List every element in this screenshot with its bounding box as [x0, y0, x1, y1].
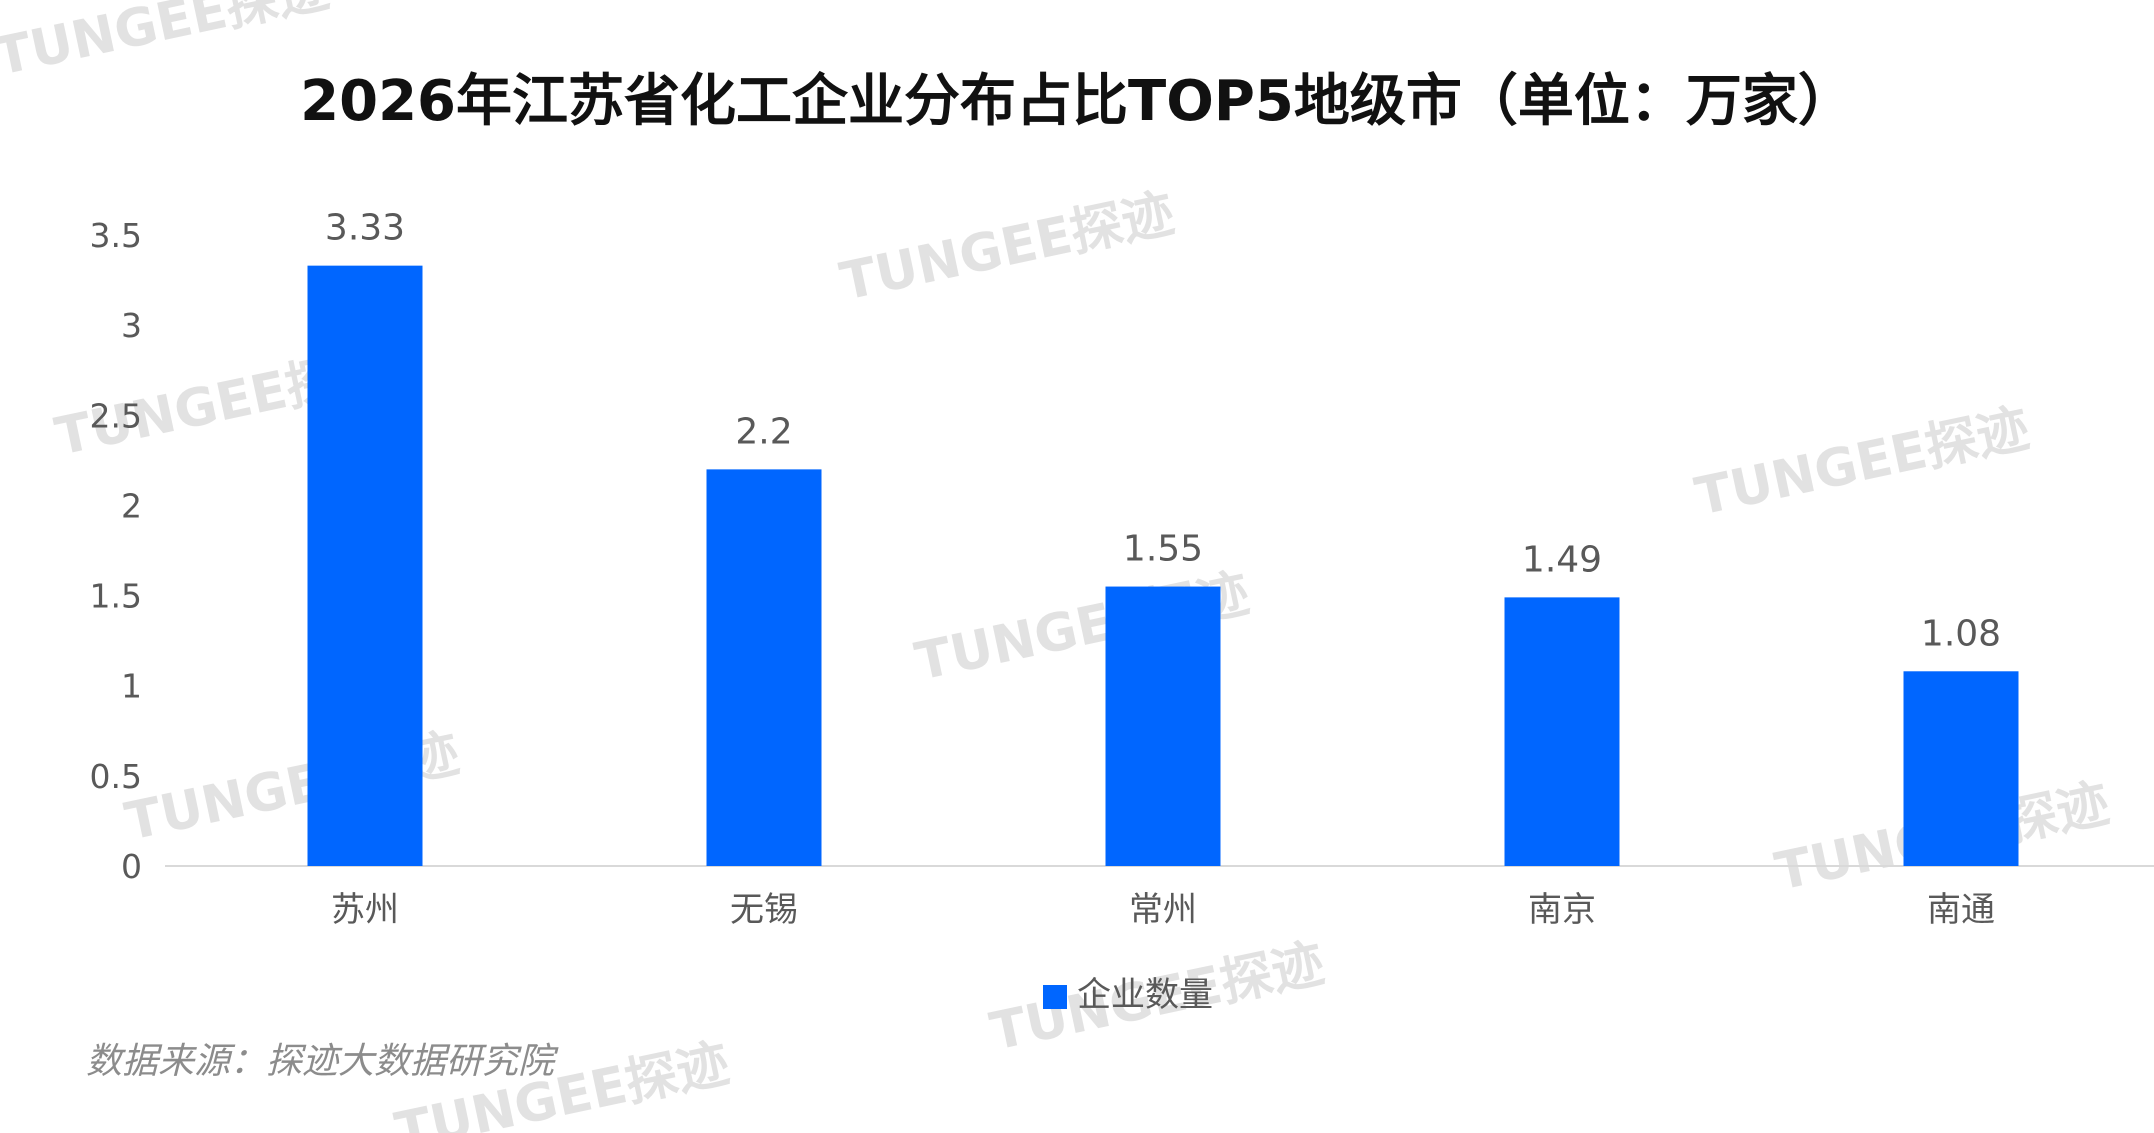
x-tick-label: 常州 — [1129, 890, 1197, 930]
watermark-logo: TUNGEE探迹 — [1690, 399, 2034, 528]
data-label: 2.2 — [735, 411, 792, 452]
x-tick-label: 苏州 — [331, 890, 399, 930]
watermark-logo: TUNGEE探迹 — [835, 184, 1179, 313]
legend-label: 企业数量 — [1077, 975, 1213, 1015]
value-labels: 3.33 2.2 1.55 1.49 1.08 — [325, 208, 2001, 655]
legend: 企业数量 — [1043, 975, 1213, 1015]
bar — [1504, 597, 1620, 866]
data-label: 1.08 — [1921, 613, 2001, 654]
y-axis: 0 0.5 1 1.5 2 2.5 3 3.5 — [90, 216, 142, 886]
y-tick-label: 2 — [121, 486, 142, 525]
y-tick-label: 1 — [121, 667, 142, 706]
bars — [307, 265, 2019, 866]
data-label: 3.33 — [325, 208, 405, 249]
legend-swatch — [1043, 985, 1067, 1009]
y-tick-label: 0 — [121, 847, 142, 886]
source-note: 数据来源：探迹大数据研究院 — [86, 1041, 559, 1082]
bar — [307, 265, 423, 866]
chart-title: 2026年江苏省化工企业分布占比TOP5地级市（单位：万家） — [300, 69, 1854, 134]
bar — [1903, 671, 2019, 866]
data-label: 1.49 — [1522, 539, 1602, 580]
x-axis: 苏州 无锡 常州 南京 南通 — [331, 890, 1995, 930]
y-tick-label: 2.5 — [90, 396, 142, 435]
bar — [1105, 586, 1221, 866]
x-tick-label: 南通 — [1927, 890, 1995, 930]
y-tick-label: 0.5 — [90, 757, 142, 796]
data-label: 1.55 — [1123, 529, 1203, 570]
x-tick-label: 南京 — [1528, 890, 1596, 930]
y-tick-label: 3 — [121, 306, 142, 345]
y-tick-label: 1.5 — [90, 577, 142, 616]
watermark-logo: TUNGEE探迹 — [0, 0, 334, 88]
bar — [706, 469, 822, 866]
y-tick-label: 3.5 — [90, 216, 142, 255]
x-tick-label: 无锡 — [730, 890, 798, 930]
